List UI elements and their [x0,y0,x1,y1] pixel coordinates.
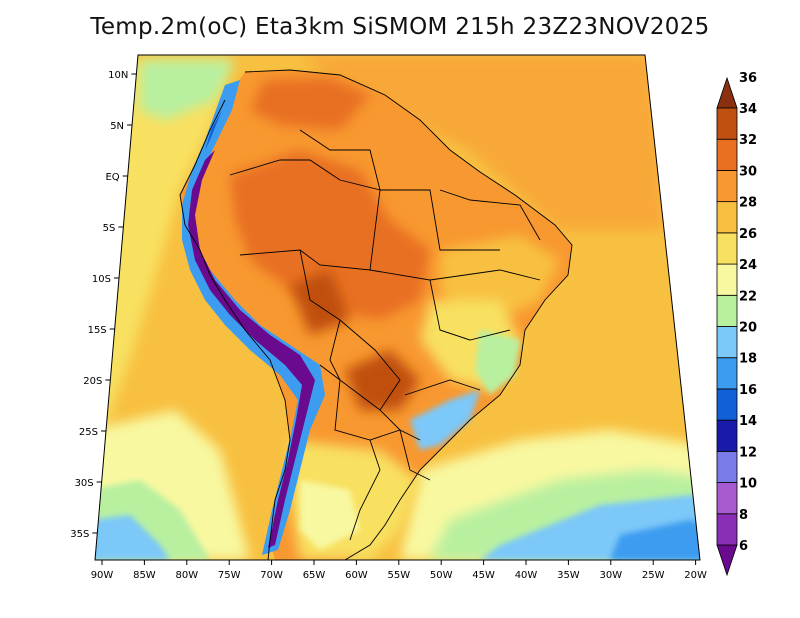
lon-label: 20W [684,570,707,581]
colorbar-label: 8 [739,508,748,523]
lon-label: 35W [557,570,580,581]
map-title: Temp.2m(oC) Eta3km SiSMOM 215h 23Z23NOV2… [90,14,710,40]
colorbar-label: 6 [739,539,748,554]
longitude-axis: 90W 85W 80W 75W 70W 65W 60W 55W 50W 45W 40W 35W 30W 2… [91,560,707,581]
lon-label: 75W [218,570,241,581]
lon-label: 65W [303,570,326,581]
colorbar-swatch [716,450,738,483]
colorbar-label: 34 [739,102,757,117]
colorbar-swatch [716,107,738,140]
colorbar-label: 16 [739,383,757,398]
lon-label: 60W [345,570,368,581]
colorbar-swatch [716,170,738,203]
colorbar-swatch [716,138,738,171]
lon-label: 90W [91,570,114,581]
colorbar-swatch [716,357,738,390]
colorbar-swatch [716,76,738,109]
lat-label: 5N [110,121,124,132]
colorbar-legend: 6 8 10 12 14 16 18 20 22 24 26 28 30 32 34 36 [716,71,757,577]
lat-label: EQ [105,172,119,183]
colorbar-swatch [716,544,738,577]
lon-label: 50W [430,570,453,581]
colorbar-swatch [716,482,738,515]
lat-label: 15S [88,325,107,336]
colorbar-swatch [716,294,738,327]
colorbar-swatch [716,513,738,546]
colorbar-label: 32 [739,133,757,148]
colorbar-label: 36 [739,71,757,86]
colorbar-swatch [716,232,738,265]
colorbar-swatch [716,326,738,359]
colorbar-label: 12 [739,445,757,460]
lon-label: 80W [175,570,198,581]
latitude-axis: 10N 5N EQ 5S 10S 15S 20S 25S 30S 35S [70,70,137,540]
colorbar-label: 18 [739,352,757,367]
colorbar-label: 30 [739,164,757,179]
colorbar-label: 22 [739,289,757,304]
colorbar-swatch [716,388,738,421]
colorbar-label: 10 [739,477,757,492]
lon-label: 70W [260,570,283,581]
lon-label: 40W [515,570,538,581]
lat-label: 25S [79,427,98,438]
colorbar-swatch [716,263,738,296]
colorbar-label: 26 [739,227,757,242]
colorbar-label: 24 [739,258,757,273]
lat-label: 35S [70,529,89,540]
lat-label: 10N [108,70,128,81]
temperature-field [95,55,700,560]
colorbar-swatch [716,419,738,452]
colorbar-label: 20 [739,321,757,336]
colorbar-label: 28 [739,196,757,211]
lat-label: 30S [75,478,94,489]
colorbar-label: 14 [739,414,757,429]
lat-label: 10S [92,274,111,285]
colorbar-swatch [716,201,738,234]
lat-label: 20S [83,376,102,387]
lon-label: 55W [387,570,410,581]
lon-label: 30W [599,570,622,581]
lat-label: 5S [103,223,116,234]
lon-label: 85W [133,570,156,581]
lon-label: 25W [642,570,665,581]
map-frame [94,54,701,561]
lon-label: 45W [472,570,495,581]
country-borders [179,69,573,561]
